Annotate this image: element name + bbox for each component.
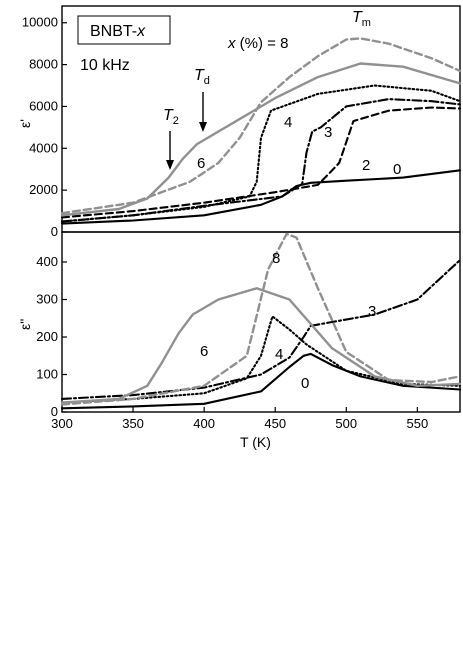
- bottom-series-6-line: [60, 287, 462, 404]
- bottom-curve-0-label: 0: [301, 375, 309, 392]
- Tm-label: Tm: [352, 9, 371, 29]
- x-tick-label: 400: [193, 416, 215, 431]
- x-tick-label: 550: [407, 416, 429, 431]
- legend-box-label: BNBT-x: [90, 23, 146, 40]
- bottom-y-axis-label: ε": [17, 319, 33, 330]
- bottom-curve-4-label: 4: [275, 346, 283, 363]
- bottom-y-tick-label: 300: [36, 292, 58, 307]
- x-tick-label: 350: [122, 416, 144, 431]
- top-curve-2-label: 2: [362, 157, 370, 174]
- bottom-series-4-line: [60, 315, 462, 404]
- top-y-tick-label: 2000: [29, 182, 58, 197]
- T2-label: T2: [163, 107, 179, 127]
- bottom-x-ticks: 300 350 400 450 500 550: [51, 407, 428, 431]
- frequency-label: 10 kHz: [80, 57, 130, 74]
- x-tick-label: 500: [335, 416, 357, 431]
- x-axis-label: T (K): [240, 434, 271, 450]
- top-panel: 0 2000 4000 6000 8000 10000 BNBT-x 10 kHz x (…: [17, 5, 462, 239]
- top-y-axis-label: ε': [17, 119, 33, 128]
- Td-label: Td: [194, 67, 210, 87]
- top-series: [60, 37, 462, 225]
- top-y-tick-label: 0: [51, 224, 58, 239]
- top-curve-3-label: 3: [324, 124, 332, 141]
- T2-arrow-head: [166, 160, 174, 170]
- bottom-y-tick-label: 100: [36, 367, 58, 382]
- legend-box: [77, 15, 171, 45]
- bottom-y-ticks: 0 100 200 300 400: [36, 254, 67, 419]
- bottom-y-tick-label: 0: [51, 404, 58, 419]
- bottom-curve-6-label: 6: [200, 343, 208, 360]
- top-y-ticks: 0 2000 4000 6000 8000 10000: [22, 15, 67, 239]
- top-curve-4-label: 4: [284, 114, 292, 131]
- bottom-y-tick-label: 400: [36, 254, 58, 269]
- bottom-curve-8-label: 8: [272, 250, 280, 267]
- legend-caption: x (%) = 8: [227, 35, 288, 52]
- bottom-curve-3-label: 3: [368, 303, 376, 320]
- bottom-series-0-line: [60, 352, 462, 410]
- bottom-series: [60, 232, 462, 410]
- top-y-tick-label: 10000: [22, 15, 58, 30]
- bottom-series-8-line: [60, 232, 462, 406]
- top-y-tick-label: 6000: [29, 98, 58, 113]
- bottom-panel: 0 100 200 300 400 300 350 400 450 500 550 8 3 6 4…: [17, 231, 462, 450]
- bottom-plot-frame: [61, 231, 461, 413]
- x-tick-label: 300: [51, 416, 73, 431]
- top-series-8-line: [60, 37, 462, 215]
- top-curve-0-label: 0: [393, 161, 401, 178]
- top-series-2-line: [60, 106, 462, 219]
- x-tick-label: 450: [264, 416, 286, 431]
- bottom-series-3-line: [60, 259, 462, 400]
- top-y-tick-label: 8000: [29, 57, 58, 72]
- top-curve-6-label: 6: [197, 155, 205, 172]
- bottom-y-tick-label: 200: [36, 329, 58, 344]
- Td-arrow-head: [199, 122, 207, 132]
- top-series-4-line: [60, 84, 462, 223]
- top-y-tick-label: 4000: [29, 140, 58, 155]
